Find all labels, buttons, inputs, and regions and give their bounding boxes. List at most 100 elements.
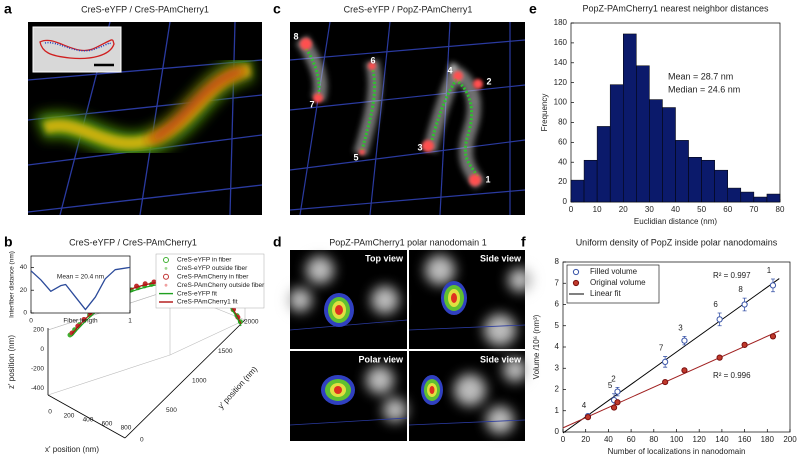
x-axis-label: Euclidian distance (nm) bbox=[634, 217, 717, 226]
bar bbox=[583, 159, 598, 203]
panel-label: c bbox=[273, 1, 281, 17]
point-label: 4 bbox=[582, 401, 587, 410]
y-tick-label: 3 bbox=[555, 363, 560, 372]
y-tick-label: 20 bbox=[558, 177, 567, 186]
chart-title: Uniform density of PopZ inside polar nan… bbox=[576, 237, 778, 247]
legend-symbol bbox=[572, 268, 580, 276]
data-point bbox=[769, 333, 777, 340]
panel-label: f bbox=[521, 234, 526, 250]
x-tick-label: 800 bbox=[121, 425, 132, 432]
cell-marker: 6 bbox=[370, 55, 375, 65]
y-axis-label: Interfiber distance (nm) bbox=[9, 251, 16, 318]
y-tick-label: 60 bbox=[558, 137, 567, 146]
data-point bbox=[610, 404, 618, 411]
y-tick-label: 80 bbox=[558, 118, 567, 127]
data-point bbox=[716, 316, 723, 323]
bar bbox=[701, 159, 715, 203]
bar bbox=[596, 126, 611, 203]
chart-title: PopZ-PAmCherry1 nearest neighbor distanc… bbox=[583, 3, 769, 13]
point-label: 6 bbox=[713, 300, 718, 309]
plot-frame bbox=[30, 255, 131, 314]
y-tick-label: 120 bbox=[554, 78, 568, 87]
legend-frame bbox=[155, 253, 265, 309]
data-point bbox=[584, 414, 592, 421]
y-tick-label: 0 bbox=[563, 197, 568, 206]
annotation: R² = 0.997 bbox=[713, 271, 751, 280]
y-tick-label: 180 bbox=[554, 18, 568, 27]
data-point bbox=[662, 358, 669, 365]
x-tick-label: 0 bbox=[561, 435, 566, 444]
y-tick-label: 1 bbox=[555, 406, 560, 415]
point-label: 2 bbox=[611, 374, 616, 383]
point-label: 5 bbox=[608, 381, 613, 390]
x-axis-label: x' position (nm) bbox=[45, 445, 99, 454]
x-tick-label: 140 bbox=[715, 435, 729, 444]
bar bbox=[636, 65, 650, 203]
x-tick-label: 70 bbox=[749, 205, 758, 214]
y-tick-label: 6 bbox=[555, 300, 560, 309]
bar bbox=[740, 191, 755, 203]
x-axis-label: Number of localizations in nanodomain bbox=[608, 447, 746, 456]
micrograph-a bbox=[28, 22, 262, 215]
x-tick-label: 100 bbox=[670, 435, 684, 444]
annotation: Mean = 28.7 nm bbox=[668, 71, 733, 81]
x-tick-label: 80 bbox=[776, 205, 785, 214]
legend-symbol bbox=[164, 267, 168, 270]
y-axis-label: Volume /10⁶ (nm³) bbox=[532, 314, 541, 379]
y-tick-label: 0 bbox=[140, 437, 144, 444]
y-tick-label: 8 bbox=[555, 257, 560, 266]
cell-marker: 2 bbox=[486, 76, 491, 86]
x-tick-label: 160 bbox=[738, 435, 752, 444]
legend-label: CreS-PAmCherry in fiber bbox=[177, 274, 249, 281]
cell-marker: 7 bbox=[309, 99, 314, 109]
panel-title: CreS-eYFP / CreS-PAmCherry1 bbox=[81, 4, 209, 14]
y-tick-label: 2 bbox=[555, 385, 560, 394]
legend-label: CreS-eYFP outside fiber bbox=[177, 265, 248, 272]
point-label: 1 bbox=[767, 266, 772, 275]
x-tick-label: 400 bbox=[83, 417, 94, 424]
point-label: 3 bbox=[678, 323, 683, 332]
annotation: R² = 0.996 bbox=[713, 371, 751, 380]
x-tick-label: 30 bbox=[645, 205, 654, 214]
z-tick-label: -200 bbox=[31, 366, 44, 373]
x-tick-label: 20 bbox=[581, 435, 590, 444]
x-tick-label: 0 bbox=[29, 318, 33, 325]
z-axis-label: z' position (nm) bbox=[7, 335, 16, 389]
bar bbox=[688, 157, 702, 203]
data-point bbox=[662, 378, 669, 386]
y-tick-label: 0 bbox=[23, 310, 27, 317]
view-label: Side view bbox=[480, 253, 522, 263]
legend-label: CreS-PAmCherry outside fiber bbox=[177, 282, 265, 289]
x-tick-label: 10 bbox=[593, 205, 602, 214]
cell-marker: 1 bbox=[485, 174, 490, 184]
data-point bbox=[614, 388, 621, 395]
y-tick-label: 100 bbox=[554, 98, 568, 107]
cell-marker: 8 bbox=[293, 31, 298, 41]
x-tick-label: 80 bbox=[649, 435, 658, 444]
y-tick-label: 40 bbox=[558, 157, 567, 166]
panel-title: PopZ-PAmCherry1 polar nanodomain 1 bbox=[329, 237, 486, 247]
panel-label: e bbox=[529, 1, 537, 17]
y-tick-label: 7 bbox=[555, 278, 560, 287]
micrograph-d bbox=[288, 250, 532, 441]
legend-label: Filled volume bbox=[590, 267, 638, 276]
bar bbox=[570, 179, 585, 203]
x-tick-label: 200 bbox=[64, 413, 75, 420]
legend-label: Linear fit bbox=[590, 289, 621, 298]
data-point bbox=[614, 399, 621, 406]
bar bbox=[766, 193, 781, 203]
z-tick-label: -400 bbox=[31, 385, 44, 392]
x-tick-label: 60 bbox=[627, 435, 636, 444]
x-tick-label: 40 bbox=[604, 435, 613, 444]
y-tick-label: 40 bbox=[20, 264, 28, 271]
y-tick-label: 20 bbox=[20, 287, 28, 294]
point-label: 8 bbox=[738, 285, 743, 294]
legend-label: CreS-eYFP in fiber bbox=[177, 257, 232, 264]
panel-label: d bbox=[273, 234, 282, 250]
bar bbox=[727, 187, 742, 203]
x-tick-label: 1 bbox=[128, 318, 132, 325]
cell-marker: 5 bbox=[353, 152, 358, 162]
x-tick-label: 600 bbox=[102, 421, 113, 428]
legend-label: CreS-PAmCherry1 fit bbox=[177, 299, 238, 306]
